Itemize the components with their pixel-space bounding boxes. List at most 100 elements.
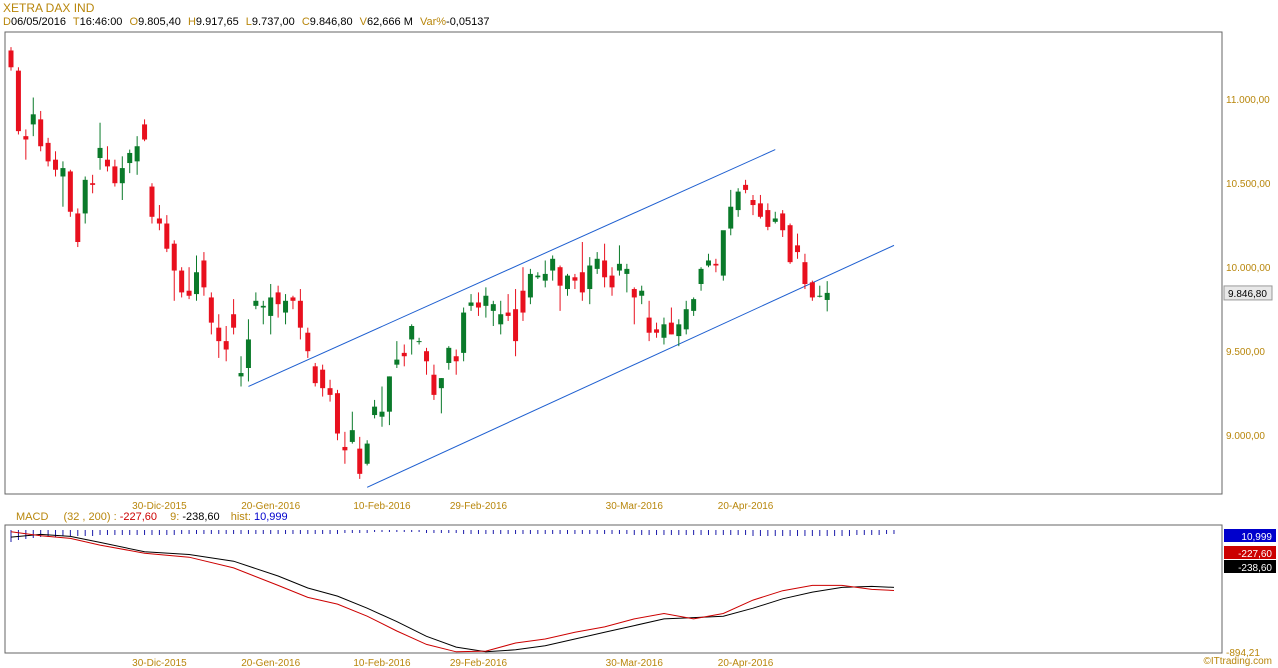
candle-body	[802, 262, 808, 284]
candle-body	[824, 292, 830, 300]
y-tick-label: 10.500,00	[1226, 179, 1271, 190]
candle-body	[75, 213, 81, 242]
high-value: 9.917,65	[195, 16, 239, 28]
macd-params: (32 , 200)	[63, 511, 111, 523]
candle-body	[461, 312, 467, 353]
candle-body	[453, 356, 459, 362]
candle-body	[705, 260, 711, 266]
candle-body	[750, 200, 756, 206]
candle-body	[594, 258, 600, 269]
candle-body	[134, 146, 140, 162]
candle-body	[231, 314, 237, 328]
candle-body	[38, 119, 44, 147]
macd-x-tick-label: 30-Mar-2016	[606, 658, 664, 668]
candle-body	[179, 270, 185, 293]
candle-body	[483, 295, 489, 306]
candle-body	[520, 290, 526, 313]
candle-body	[379, 411, 385, 417]
candle-body	[572, 277, 578, 281]
candle-body	[342, 446, 348, 451]
candle-body	[557, 267, 563, 286]
candle-body	[787, 225, 793, 263]
candle-body	[542, 273, 548, 281]
date-key: D	[3, 16, 11, 28]
candle-body	[171, 243, 177, 271]
candle-body	[527, 273, 533, 298]
x-tick-label: 29-Feb-2016	[450, 501, 508, 512]
candle-body	[119, 168, 125, 184]
macd-line	[10, 531, 895, 653]
candle-body	[312, 366, 318, 384]
macd-x-tick-label: 20-Apr-2016	[718, 658, 774, 668]
candle-body	[216, 327, 222, 342]
candle-body	[127, 152, 133, 164]
last-value-box	[1223, 285, 1273, 301]
trend-channel-line	[248, 149, 776, 387]
candle-body	[142, 124, 148, 140]
signal-value-box	[1224, 560, 1276, 573]
candle-body	[757, 203, 763, 217]
candle-body	[683, 309, 689, 330]
hist-value-text: 10,999	[1241, 532, 1272, 543]
candle-body	[30, 114, 36, 125]
candle-body	[53, 159, 59, 170]
candle-body	[468, 302, 474, 306]
x-tick-label: 20-Gen-2016	[241, 501, 300, 512]
macd-legend: MACD (32 , 200) : -227,60 9: -238,60 his…	[16, 511, 288, 523]
candle-body	[327, 388, 333, 395]
candle-body	[283, 300, 289, 313]
candle-body	[676, 324, 682, 337]
candle-body	[394, 359, 400, 365]
candle-body	[409, 326, 415, 340]
macd-value-text: -227,60	[1238, 549, 1272, 560]
candle-body	[817, 295, 823, 297]
candle-body	[431, 374, 437, 395]
candle-body	[260, 305, 266, 308]
signal-value: -238,60	[182, 511, 220, 523]
high-key: H	[187, 16, 196, 28]
candle-body	[305, 332, 311, 352]
candle-body	[208, 297, 214, 323]
candle-body	[8, 50, 14, 68]
candle-body	[238, 373, 244, 377]
candle-body	[156, 218, 162, 224]
volume-value: 62,666 M	[367, 16, 413, 28]
candle-body	[646, 317, 652, 333]
macd-value: -227,60	[119, 511, 158, 523]
macd-name: MACD	[16, 511, 49, 523]
candle-body	[765, 210, 771, 227]
candle-body	[23, 136, 29, 140]
candle-body	[631, 289, 637, 298]
candle-body	[720, 230, 726, 276]
candle-body	[194, 272, 199, 295]
macd-x-tick-label: 20-Gen-2016	[241, 658, 300, 668]
candle-body	[60, 168, 66, 177]
candle-body	[668, 322, 674, 335]
time-key: T	[72, 16, 80, 28]
y-tick-label: 9.000,00	[1226, 431, 1265, 442]
x-tick-label: 10-Feb-2016	[353, 501, 411, 512]
signal-line	[10, 533, 895, 653]
candle-body	[743, 184, 749, 190]
candle-body	[364, 443, 370, 464]
candle-body	[661, 324, 667, 338]
x-tick-label: 30-Dic-2015	[132, 501, 187, 512]
volume-key: V	[359, 16, 367, 28]
hist-value-box	[1224, 529, 1276, 542]
candle-body	[616, 263, 622, 271]
x-tick-label: 30-Mar-2016	[606, 501, 664, 512]
y-tick-label: 10.000,00	[1226, 263, 1271, 274]
y-tick-label: 11.000,00	[1226, 95, 1270, 106]
candle-body	[446, 347, 452, 363]
low-value: 9.737,00	[251, 16, 295, 28]
macd-panel-frame	[4, 524, 1223, 654]
hist-name: hist	[230, 511, 248, 523]
candle-body	[45, 142, 51, 162]
signal-name: 9	[170, 511, 177, 523]
candle-body	[579, 272, 585, 293]
signal-value-text: -238,60	[1238, 563, 1272, 574]
ohlc-readout: D06/05/2016 T16:46:00 O9.805,40 H9.917,6…	[3, 16, 493, 28]
candle-body	[67, 171, 73, 212]
candle-body	[780, 213, 786, 231]
